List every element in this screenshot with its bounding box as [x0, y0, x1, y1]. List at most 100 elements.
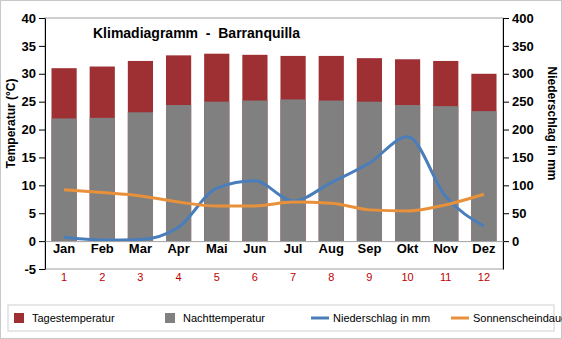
tick-mark	[503, 185, 509, 186]
tick: Nov	[433, 241, 458, 256]
tick-mark	[503, 46, 509, 47]
legend-label: Niederschlag in mm	[333, 312, 430, 324]
tick-label: 400	[512, 11, 534, 26]
tick: 0	[29, 234, 45, 249]
bar	[128, 112, 153, 241]
category-number: 9	[366, 271, 372, 283]
tick-mark	[39, 18, 45, 19]
tick: 40	[22, 11, 45, 26]
category-number: 8	[328, 271, 334, 283]
legend-swatch	[311, 317, 329, 320]
bar	[471, 74, 496, 241]
tick-label: 200	[512, 122, 534, 137]
tick: 0	[503, 234, 519, 249]
line	[64, 137, 484, 240]
tick: Apr	[167, 241, 189, 256]
tick: -5	[24, 262, 45, 277]
category-number: 12	[478, 271, 490, 283]
tick: 20	[22, 122, 45, 137]
title: Klimadiagramm - Barranquilla	[93, 25, 300, 41]
tick-label: Mar	[129, 241, 152, 256]
bar	[433, 106, 458, 241]
tick-mark	[39, 157, 45, 158]
tick-label: 35	[22, 39, 36, 54]
tick: 350	[503, 39, 534, 54]
tick-label: 5	[29, 206, 36, 221]
tick: 30	[22, 66, 45, 81]
bar	[204, 54, 229, 241]
tick-label: 100	[512, 178, 534, 193]
tick: 200	[503, 122, 534, 137]
tick: 10	[22, 178, 45, 193]
bar	[242, 55, 267, 241]
line	[64, 190, 484, 211]
category-number: 7	[290, 271, 296, 283]
tick: 250	[503, 94, 534, 109]
category-number: 10	[401, 271, 413, 283]
bar	[319, 101, 344, 242]
tick-mark	[503, 157, 509, 158]
tick-label: 250	[512, 94, 534, 109]
bar	[319, 56, 344, 241]
tick-mark	[503, 130, 509, 131]
tick: Jul	[284, 241, 303, 256]
tick: 15	[22, 150, 45, 165]
tick-label: 30	[22, 66, 36, 81]
tick-label: Jun	[243, 241, 266, 256]
background	[1, 1, 562, 339]
tick-mark	[503, 102, 509, 103]
y-axis-title: Temperatur (°C)	[4, 79, 18, 169]
tick: 100	[503, 178, 534, 193]
plot-frame	[45, 18, 503, 269]
y2-axis: 0 50 100 150 200 250 300 350 400	[503, 11, 534, 270]
bar	[280, 99, 305, 241]
bar	[357, 58, 382, 241]
category-number: 6	[252, 271, 258, 283]
bar	[90, 118, 115, 241]
legend-swatch	[165, 313, 175, 323]
tick-label: 40	[22, 11, 36, 26]
tick-mark	[39, 46, 45, 47]
legend-label: Tagestemperatur	[32, 312, 115, 324]
tick-label: 25	[22, 94, 36, 109]
axis-line	[503, 19, 504, 270]
legend: Tagestemperatur Nachttemperatur Niederschl…	[8, 305, 562, 331]
chart: -505101520253035400501001502002503003504…	[0, 0, 562, 339]
tick: Dez	[472, 241, 496, 256]
bar	[51, 118, 76, 241]
tick: Okt	[397, 241, 419, 256]
tick-label: -5	[24, 262, 36, 277]
bar	[280, 56, 305, 241]
tick-label: 20	[22, 122, 36, 137]
bar	[128, 61, 153, 241]
tick: 300	[503, 66, 534, 81]
tick: 25	[22, 94, 45, 109]
tick-label: 15	[22, 150, 36, 165]
legend-label: Nachttemperatur	[183, 312, 265, 324]
tick-label: Jul	[284, 241, 303, 256]
bar	[166, 55, 191, 241]
bar	[357, 102, 382, 241]
tick-mark	[39, 269, 45, 270]
tick-label: Apr	[167, 241, 189, 256]
category-number: 3	[137, 271, 143, 283]
tick-mark	[39, 74, 45, 75]
tick-mark	[503, 241, 509, 242]
legend-swatch	[451, 317, 469, 320]
tick-label: Nov	[433, 241, 458, 256]
tick: Mar	[129, 241, 152, 256]
tick: Sep	[357, 241, 381, 256]
bar	[204, 102, 229, 241]
tick-label: Okt	[397, 241, 419, 256]
tick: Aug	[319, 241, 344, 256]
tick-mark	[39, 185, 45, 186]
category-number: 11	[440, 271, 451, 283]
tick-mark	[39, 130, 45, 131]
tick: 150	[503, 150, 534, 165]
category-number: 4	[176, 271, 182, 283]
tick-label: 50	[512, 206, 526, 221]
tick-label: Dez	[472, 241, 496, 256]
category-number: 1	[61, 271, 67, 283]
tick-mark	[39, 213, 45, 214]
bar	[242, 101, 267, 242]
